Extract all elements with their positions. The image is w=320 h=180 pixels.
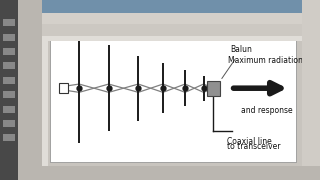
Bar — [60, 83, 68, 93]
Bar — [3, 34, 15, 40]
Bar — [0, 0, 18, 180]
Bar — [3, 48, 15, 55]
Text: to transceiver: to transceiver — [227, 142, 281, 151]
Bar — [3, 91, 15, 98]
Text: Balun: Balun — [222, 45, 252, 78]
Bar — [3, 62, 15, 69]
Bar — [0, 0, 42, 180]
Bar — [42, 36, 48, 166]
Bar — [207, 81, 220, 96]
Bar — [42, 36, 320, 40]
Bar — [0, 0, 320, 13]
Bar — [3, 134, 15, 141]
Bar — [0, 24, 320, 36]
Bar — [302, 0, 320, 180]
Text: Maximum radiation: Maximum radiation — [228, 56, 303, 65]
Bar — [3, 19, 15, 26]
Bar — [3, 120, 15, 127]
Text: Coaxial line: Coaxial line — [227, 137, 272, 146]
Bar — [3, 106, 15, 112]
Bar — [0, 166, 320, 180]
Bar — [3, 77, 15, 84]
Bar — [50, 14, 296, 162]
Text: and response: and response — [241, 106, 292, 115]
Bar — [0, 13, 320, 24]
